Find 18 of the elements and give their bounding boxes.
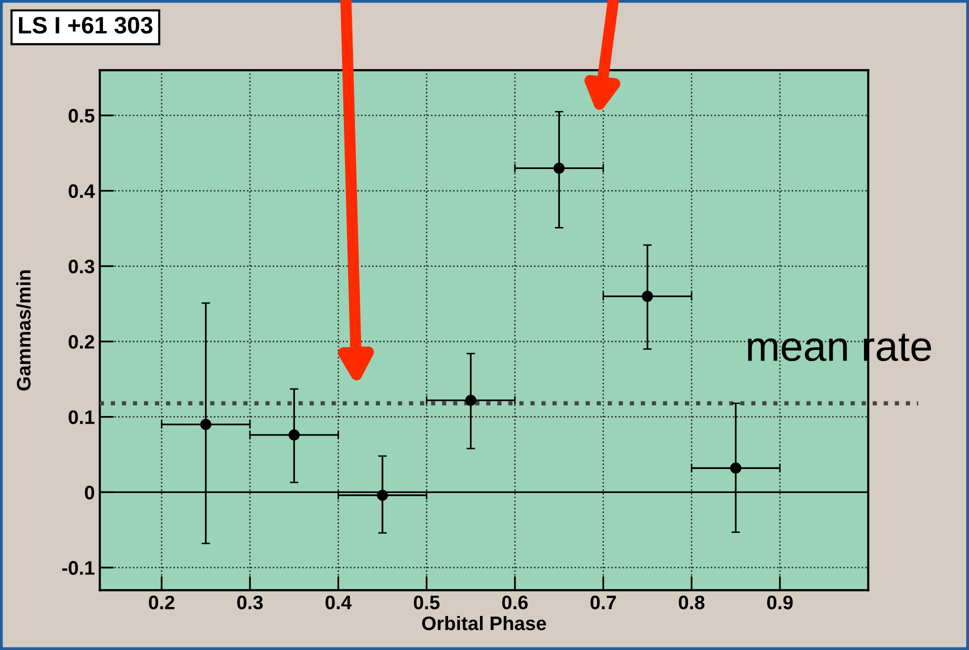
x-tick-label: 0.8 xyxy=(678,596,704,610)
y-tick-label: 0.1 xyxy=(68,410,94,424)
x-tick-label: 0.6 xyxy=(502,596,528,610)
x-tick-label: 0.4 xyxy=(326,596,352,610)
x-tick-label: 0.5 xyxy=(414,596,440,610)
y-tick-label: 0.2 xyxy=(68,334,94,349)
y-tick-label: 0.4 xyxy=(68,184,95,198)
y-tick-label: -0.1 xyxy=(62,561,94,575)
chart-title: LS I +61 303 xyxy=(19,16,152,34)
y-axis-title: Gammas/min xyxy=(16,270,31,390)
x-tick-label: 0.2 xyxy=(148,596,174,610)
y-tick-label: 0 xyxy=(84,486,94,500)
y-tick-label: 0.3 xyxy=(68,260,94,274)
x-tick-label: 0.9 xyxy=(767,596,793,610)
x-tick-label: 0.7 xyxy=(590,596,616,610)
y-tick-label: 0.5 xyxy=(68,108,94,123)
x-tick-label: 0.3 xyxy=(237,596,263,610)
x-axis-title: Orbital Phase xyxy=(422,616,546,630)
